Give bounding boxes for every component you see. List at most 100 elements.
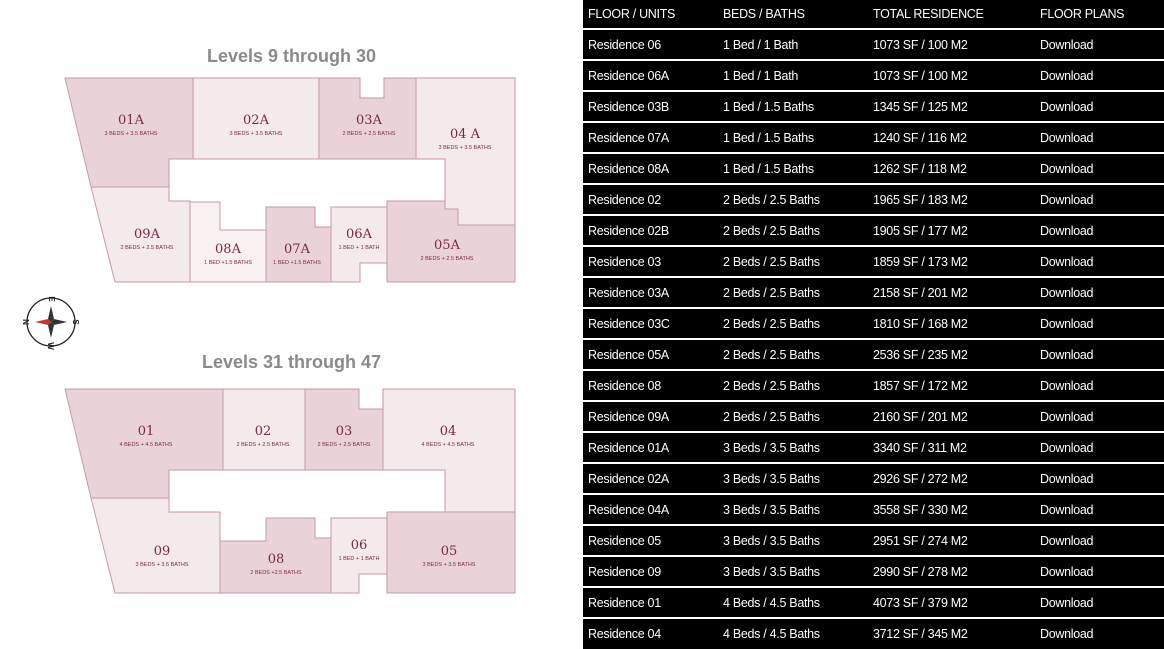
unit-label: 04 A bbox=[450, 127, 481, 142]
unit-label: 06 bbox=[351, 538, 368, 553]
unit-08[interactable] bbox=[219, 517, 332, 594]
beds-baths: 2 Beds / 2.5 Baths bbox=[723, 223, 820, 238]
table-row: Residence 05A 2 Beds / 2.5 Baths 2536 SF /… bbox=[583, 340, 1164, 371]
download-link[interactable]: Download bbox=[1040, 37, 1094, 52]
download-link[interactable]: Download bbox=[1040, 99, 1094, 114]
download-link[interactable]: Download bbox=[1040, 471, 1094, 486]
residence-name: Residence 02 bbox=[588, 192, 661, 207]
unit-04[interactable] bbox=[382, 388, 516, 513]
unit-desc: 3 BEDS + 3.5 BATHS bbox=[423, 562, 476, 568]
download-link[interactable]: Download bbox=[1040, 564, 1094, 579]
download-link[interactable]: Download bbox=[1040, 161, 1094, 176]
total-residence: 1073 SF / 100 M2 bbox=[873, 37, 968, 52]
download-link[interactable]: Download bbox=[1040, 502, 1094, 517]
download-link[interactable]: Download bbox=[1040, 347, 1094, 362]
download-link[interactable]: Download bbox=[1040, 440, 1094, 455]
beds-baths: 3 Beds / 3.5 Baths bbox=[723, 533, 820, 548]
unit-label: 04 bbox=[440, 424, 457, 439]
floor-plans-panel: Levels 9 through 30 Levels 31 through 47… bbox=[21, 46, 516, 594]
table-row: Residence 08A 1 Bed / 1.5 Baths 1262 SF / … bbox=[583, 154, 1164, 185]
table-row: Residence 06A 1 Bed / 1 Bath 1073 SF / 100… bbox=[583, 61, 1164, 92]
residence-name: Residence 01A bbox=[588, 440, 669, 455]
residence-name: Residence 03A bbox=[588, 285, 669, 300]
unit-desc: 4 BEDS + 4.5 BATHS bbox=[422, 442, 475, 448]
beds-baths: 1 Bed / 1.5 Baths bbox=[723, 161, 814, 176]
total-residence: 1857 SF / 172 M2 bbox=[873, 378, 968, 393]
table-row: Residence 03B 1 Bed / 1.5 Baths 1345 SF / … bbox=[583, 92, 1164, 123]
table-row: Residence 02A 3 Beds / 3.5 Baths 2926 SF /… bbox=[583, 464, 1164, 495]
beds-baths: 1 Bed / 1.5 Baths bbox=[723, 99, 814, 114]
unit-09[interactable] bbox=[90, 497, 221, 594]
unit-label: 02 bbox=[255, 424, 272, 439]
download-link[interactable]: Download bbox=[1040, 285, 1094, 300]
download-link[interactable]: Download bbox=[1040, 68, 1094, 83]
table-row: Residence 01 4 Beds / 4.5 Baths 4073 SF / … bbox=[583, 588, 1164, 619]
unit-label: 08A bbox=[215, 242, 242, 257]
download-link[interactable]: Download bbox=[1040, 192, 1094, 207]
table-row: Residence 07A 1 Bed / 1.5 Baths 1240 SF / … bbox=[583, 123, 1164, 154]
unit-desc: 1 BED +1.5 BATHS bbox=[204, 260, 252, 266]
download-link[interactable]: Download bbox=[1040, 595, 1094, 610]
download-link[interactable]: Download bbox=[1040, 533, 1094, 548]
beds-baths: 2 Beds / 2.5 Baths bbox=[723, 347, 820, 362]
download-link[interactable]: Download bbox=[1040, 409, 1094, 424]
total-residence: 2951 SF / 274 M2 bbox=[873, 533, 968, 548]
unit-label: 09A bbox=[134, 227, 161, 242]
plan-title-levels-9-30: Levels 9 through 30 bbox=[206, 46, 377, 66]
table-row: Residence 03 2 Beds / 2.5 Baths 1859 SF / … bbox=[583, 247, 1164, 278]
unit-03a[interactable] bbox=[318, 77, 417, 160]
unit-label: 07A bbox=[284, 242, 311, 257]
beds-baths: 3 Beds / 3.5 Baths bbox=[723, 440, 820, 455]
unit-05a[interactable] bbox=[386, 200, 516, 283]
download-link[interactable]: Download bbox=[1040, 130, 1094, 145]
residence-name: Residence 03B bbox=[588, 99, 669, 114]
unit-desc: 4 BEDS + 4.5 BATHS bbox=[120, 442, 173, 448]
total-residence: 2160 SF / 201 M2 bbox=[873, 409, 968, 424]
residence-name: Residence 02B bbox=[588, 223, 669, 238]
compass-n: N bbox=[21, 319, 30, 325]
total-residence: 3558 SF / 330 M2 bbox=[873, 502, 968, 517]
header-beds-baths: BEDS / BATHS bbox=[723, 7, 805, 21]
unit-label: 01 bbox=[138, 424, 155, 439]
unit-desc: 2 BEDS + 2.5 BATHS bbox=[421, 256, 474, 262]
download-link[interactable]: Download bbox=[1040, 223, 1094, 238]
unit-label: 08 bbox=[268, 552, 285, 567]
beds-baths: 2 Beds / 2.5 Baths bbox=[723, 316, 820, 331]
residence-name: Residence 05 bbox=[588, 533, 661, 548]
residence-name: Residence 01 bbox=[588, 595, 661, 610]
total-residence: 2926 SF / 272 M2 bbox=[873, 471, 968, 486]
table-row: Residence 04A 3 Beds / 3.5 Baths 3558 SF /… bbox=[583, 495, 1164, 526]
residence-name: Residence 07A bbox=[588, 130, 669, 145]
table-row: Residence 05 3 Beds / 3.5 Baths 2951 SF / … bbox=[583, 526, 1164, 557]
beds-baths: 2 Beds / 2.5 Baths bbox=[723, 409, 820, 424]
unit-label: 01A bbox=[118, 113, 145, 128]
unit-label: 06A bbox=[346, 227, 373, 242]
table-row: Residence 02B 2 Beds / 2.5 Baths 1905 SF /… bbox=[583, 216, 1164, 247]
total-residence: 1965 SF / 183 M2 bbox=[873, 192, 968, 207]
total-residence: 1345 SF / 125 M2 bbox=[873, 99, 968, 114]
beds-baths: 2 Beds / 2.5 Baths bbox=[723, 378, 820, 393]
beds-baths: 1 Bed / 1 Bath bbox=[723, 68, 799, 83]
header-floor-plans: FLOOR PLANS bbox=[1040, 7, 1125, 21]
download-link[interactable]: Download bbox=[1040, 378, 1094, 393]
table-row: Residence 08 2 Beds / 2.5 Baths 1857 SF / … bbox=[583, 371, 1164, 402]
download-link[interactable]: Download bbox=[1040, 626, 1094, 641]
unit-desc: 3 BEDS + 3.5 BATHS bbox=[230, 131, 283, 137]
download-link[interactable]: Download bbox=[1040, 316, 1094, 331]
unit-desc: 2 BEDS + 2.5 BATHS bbox=[237, 442, 290, 448]
header-floor-units: FLOOR / UNITS bbox=[588, 7, 676, 21]
beds-baths: 2 Beds / 2.5 Baths bbox=[723, 192, 820, 207]
compass-s: S bbox=[71, 319, 80, 325]
total-residence: 2536 SF / 235 M2 bbox=[873, 347, 968, 362]
unit-desc: 1 BED +1.5 BATHS bbox=[273, 260, 321, 266]
table-row: Residence 02 2 Beds / 2.5 Baths 1965 SF / … bbox=[583, 185, 1164, 216]
beds-baths: 3 Beds / 3.5 Baths bbox=[723, 471, 820, 486]
total-residence: 1810 SF / 168 M2 bbox=[873, 316, 968, 331]
download-link[interactable]: Download bbox=[1040, 254, 1094, 269]
unit-09a[interactable] bbox=[90, 186, 191, 283]
beds-baths: 1 Bed / 1 Bath bbox=[723, 37, 799, 52]
total-residence: 4073 SF / 379 M2 bbox=[873, 595, 968, 610]
unit-desc: 2 BEDS + 2.5 BATHS bbox=[318, 442, 371, 448]
residence-name: Residence 04 bbox=[588, 626, 661, 641]
table-row: Residence 09A 2 Beds / 2.5 Baths 2160 SF /… bbox=[583, 402, 1164, 433]
